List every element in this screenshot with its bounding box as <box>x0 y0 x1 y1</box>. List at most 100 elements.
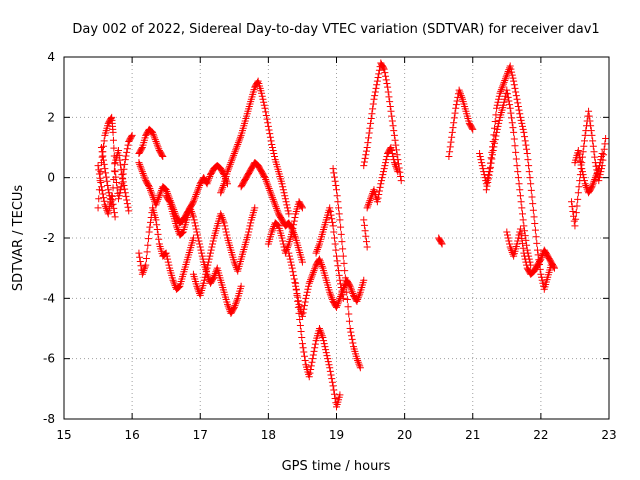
data-point <box>326 204 334 212</box>
data-point <box>493 101 501 109</box>
data-point <box>307 276 315 284</box>
data-point <box>279 186 287 194</box>
data-point <box>206 249 214 257</box>
data-point <box>209 274 217 282</box>
data-point <box>330 173 338 181</box>
data-point <box>495 116 503 124</box>
data-point <box>517 116 525 124</box>
data-point <box>327 371 335 379</box>
data-point <box>203 180 211 188</box>
data-point <box>589 179 597 187</box>
data-point <box>326 290 334 298</box>
data-point <box>365 200 373 208</box>
data-point <box>285 252 293 260</box>
data-point <box>523 241 531 249</box>
data-point <box>227 159 235 167</box>
data-point <box>128 131 136 139</box>
data-point <box>170 278 178 286</box>
data-point <box>302 294 310 302</box>
data-point <box>189 199 197 207</box>
data-point <box>140 173 148 181</box>
data-point <box>361 227 369 235</box>
data-point <box>316 257 324 265</box>
data-point <box>476 150 484 158</box>
data-point <box>200 279 208 287</box>
y-tick-label: -4 <box>43 291 55 305</box>
data-point <box>268 194 276 202</box>
data-point <box>479 165 487 173</box>
data-point <box>162 186 170 194</box>
data-point <box>299 309 307 317</box>
data-point <box>136 162 144 170</box>
data-point <box>245 225 253 233</box>
data-point <box>572 209 580 217</box>
data-point <box>274 208 282 216</box>
data-point <box>503 86 511 94</box>
data-point <box>341 267 349 275</box>
data-point <box>285 210 293 218</box>
data-point <box>226 162 234 170</box>
data-point <box>189 198 197 206</box>
data-point <box>220 219 228 227</box>
data-point <box>456 88 464 96</box>
data-point <box>189 213 197 221</box>
x-tick-label: 23 <box>601 428 616 442</box>
data-point <box>591 175 599 183</box>
data-point <box>588 131 596 139</box>
data-point <box>331 177 339 185</box>
data-point <box>394 168 402 176</box>
data-point <box>518 210 526 218</box>
data-point <box>154 230 162 238</box>
data-point <box>519 244 527 252</box>
data-point <box>506 62 514 70</box>
data-point <box>230 258 238 266</box>
data-point <box>322 346 330 354</box>
data-point <box>496 89 504 97</box>
data-point <box>381 162 389 170</box>
data-point <box>234 140 242 148</box>
data-point <box>494 98 502 106</box>
data-point <box>313 245 321 253</box>
data-point <box>217 210 225 218</box>
data-point <box>593 168 601 176</box>
data-point <box>136 258 144 266</box>
data-point <box>497 86 505 94</box>
data-point <box>105 206 113 214</box>
data-point <box>121 185 129 193</box>
data-point <box>367 195 375 203</box>
data-point <box>266 188 274 196</box>
data-point <box>519 216 527 224</box>
data-point <box>191 192 199 200</box>
data-point <box>186 204 194 212</box>
data-point <box>194 231 202 239</box>
data-point <box>204 258 212 266</box>
x-tick-label: 15 <box>56 428 71 442</box>
data-point <box>272 203 280 211</box>
data-point <box>288 261 296 269</box>
data-point <box>217 189 225 197</box>
data-point <box>455 86 463 94</box>
data-point <box>174 226 182 234</box>
data-point <box>353 297 361 305</box>
data-point <box>298 334 306 342</box>
data-point <box>290 275 298 283</box>
data-point <box>268 192 276 200</box>
data-point <box>301 356 309 364</box>
data-point <box>125 207 133 215</box>
data-point <box>595 165 603 173</box>
data-point <box>228 157 236 165</box>
y-tick-label: 0 <box>47 171 55 185</box>
data-point <box>139 268 147 276</box>
data-point <box>521 133 529 141</box>
data-point <box>317 259 325 267</box>
data-point <box>331 394 339 402</box>
data-point <box>311 265 319 273</box>
data-point <box>237 282 245 290</box>
data-point <box>518 119 526 127</box>
data-point <box>521 137 529 145</box>
data-point <box>144 235 152 243</box>
data-point <box>383 153 391 161</box>
data-point <box>289 268 297 276</box>
data-point <box>234 139 242 147</box>
data-point <box>315 255 323 263</box>
